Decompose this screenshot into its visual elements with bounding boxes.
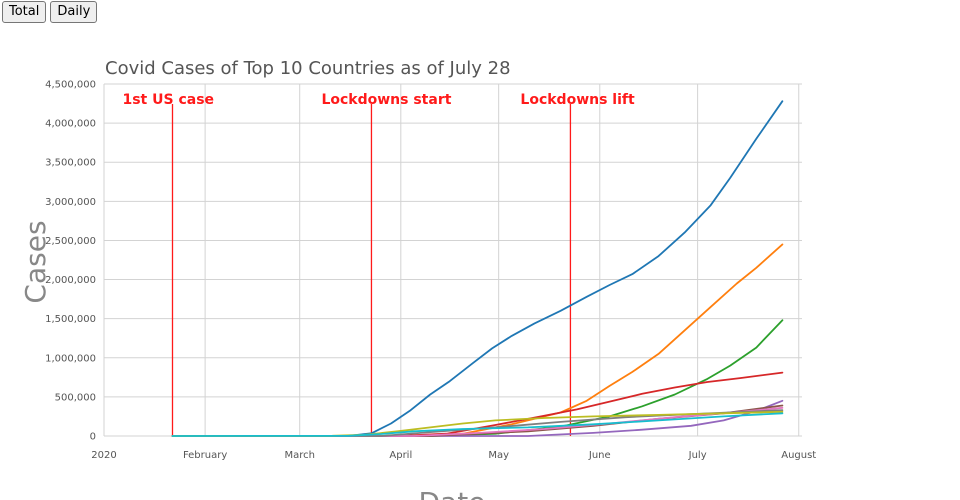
x-tick-label: March [284,450,314,461]
x-axis-label: Date [419,486,486,500]
series-line [171,412,784,437]
y-axis-label: Cases [19,220,52,303]
chart-title: Covid Cases of Top 10 Countries as of Ju… [105,58,511,79]
annotation-label: 1st US case [122,92,214,108]
annotation-label: Lockdowns lift [520,92,635,108]
grid [103,83,802,437]
y-tick-label: 2,500,000 [45,236,96,247]
series-lines [171,100,784,437]
x-tick-label: 2020 [91,450,116,461]
y-tick-label: 3,000,000 [45,197,96,208]
x-tick-label: July [688,450,707,461]
series-line [171,243,784,437]
y-tick-label: 4,500,000 [45,80,96,91]
y-tick-label: 3,500,000 [45,158,96,169]
x-tick-label: February [183,450,227,461]
annotation-label: Lockdowns start [321,92,451,108]
series-line [171,100,784,437]
y-tick-label: 1,500,000 [45,314,96,325]
x-tick-label: August [781,450,816,461]
daily-button[interactable]: Daily [50,1,98,23]
y-tick-label: 500,000 [55,392,96,403]
y-tick-label: 1,000,000 [45,353,96,364]
x-tick-label: April [389,450,412,461]
y-tick-label: 4,000,000 [45,119,96,130]
annotations: 1st US case Lockdowns start Lockdowns lift [122,92,635,436]
x-tick-label: June [588,450,611,461]
axis-ticks: 0 500,000 1,000,000 1,500,000 2,000,000 2,500… [45,80,816,462]
total-button[interactable]: Total [2,1,47,23]
y-tick-label: 0 [90,432,96,443]
y-tick-label: 2,000,000 [45,275,96,286]
x-tick-label: May [488,450,509,461]
view-toggle-toolbar: Total Daily [2,1,98,23]
